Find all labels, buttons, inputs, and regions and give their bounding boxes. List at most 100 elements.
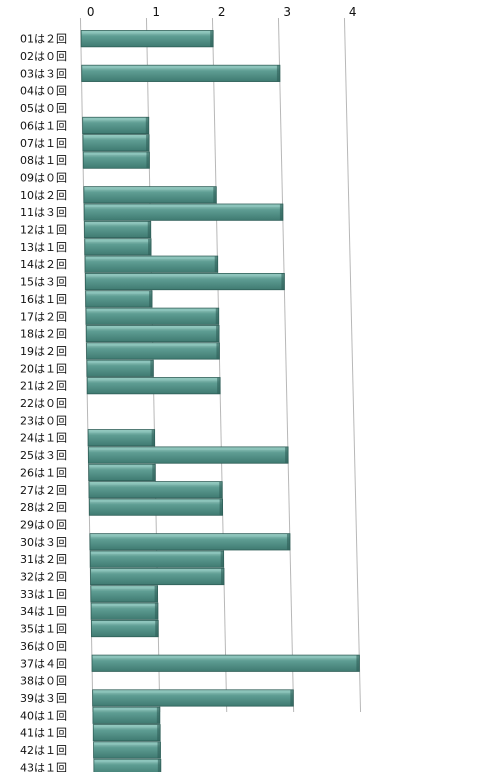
bar-highlight <box>94 760 160 763</box>
bar-highlight <box>85 239 151 242</box>
category-label: 06は１回 <box>20 119 67 132</box>
bar <box>86 342 220 360</box>
bar-end-cap <box>149 290 153 308</box>
category-label: 21は２回 <box>20 380 67 393</box>
bar-end-cap <box>220 551 224 568</box>
bar-end-cap <box>146 134 150 151</box>
category-label: 08は１回 <box>20 154 67 167</box>
bar <box>86 359 154 377</box>
bar-highlight <box>94 742 160 745</box>
bar-end-cap <box>276 65 280 82</box>
bar <box>89 550 225 568</box>
bar-highlight <box>82 31 213 34</box>
bar-highlight <box>87 343 219 346</box>
bar-end-cap <box>148 238 152 256</box>
bar-body <box>83 186 217 204</box>
bar-end-cap <box>219 481 223 498</box>
bar-highlight <box>86 309 218 312</box>
bar-highlight <box>90 482 222 485</box>
category-label: 01は２回 <box>20 33 67 46</box>
bar-end-cap <box>215 308 219 325</box>
bar-highlight <box>94 725 160 728</box>
bar <box>86 377 221 395</box>
bar <box>93 741 161 759</box>
bar-end-cap <box>220 568 224 585</box>
bar <box>85 290 153 308</box>
bar-highlight <box>83 135 149 138</box>
bar <box>93 758 162 772</box>
x-tick-label: 0 <box>87 5 95 19</box>
bar-highlight <box>85 205 282 207</box>
x-tick-label: 1 <box>152 5 160 19</box>
bar-end-cap <box>290 689 294 707</box>
bar-end-cap <box>151 429 155 446</box>
bar <box>83 203 284 221</box>
category-label: 22は０回 <box>20 397 67 410</box>
category-label: 29は０回 <box>20 518 67 531</box>
bar-highlight <box>89 447 288 450</box>
bar-end-cap <box>145 117 149 134</box>
bar <box>82 134 150 152</box>
category-label: 43は１回 <box>20 761 67 772</box>
bar <box>92 706 161 724</box>
category-label: 17は２回 <box>20 310 67 323</box>
bar-end-cap <box>155 620 159 637</box>
bar-end-cap <box>285 446 289 464</box>
bar-end-cap <box>157 724 161 741</box>
bar-end-cap <box>219 498 223 516</box>
bar-highlight <box>86 257 217 260</box>
category-label: 24は１回 <box>20 432 67 445</box>
bar <box>84 220 152 239</box>
category-label: 23は０回 <box>20 414 67 427</box>
bar <box>82 116 150 135</box>
bar <box>84 238 152 256</box>
gridline-2 <box>211 17 228 713</box>
bar-body <box>93 758 162 772</box>
bar-end-cap <box>152 464 156 481</box>
bar-end-cap <box>279 204 283 221</box>
bar-end-cap <box>157 741 161 759</box>
bars <box>80 30 360 772</box>
bar-end-cap <box>213 186 217 203</box>
bar-highlight <box>84 152 149 155</box>
gridline-4 <box>343 17 362 713</box>
bar <box>90 602 159 620</box>
bar-highlight <box>88 378 220 381</box>
bar <box>85 307 220 325</box>
bar-highlight <box>84 187 216 190</box>
category-label: 35は１回 <box>20 623 67 636</box>
category-label: 11は３回 <box>20 206 67 219</box>
bar-end-cap <box>156 707 160 724</box>
bar-highlight <box>92 604 157 607</box>
bar-highlight <box>91 586 157 589</box>
bar <box>88 446 289 464</box>
category-label: 37は４回 <box>20 657 67 670</box>
bar-body <box>92 706 161 724</box>
category-label: 20は１回 <box>20 362 67 375</box>
category-label: 10は２回 <box>20 189 67 202</box>
category-label: 39は３回 <box>20 692 67 705</box>
category-label: 05は０回 <box>20 102 67 115</box>
bar-highlight <box>91 552 223 554</box>
category-label: 32は２回 <box>20 571 67 584</box>
bar <box>83 186 217 204</box>
category-label: 41は１回 <box>20 727 67 740</box>
bar-end-cap <box>217 377 221 394</box>
category-label: 34は１回 <box>20 605 67 618</box>
bar <box>88 463 156 482</box>
x-axis-ticks: 0 1 2 3 4 <box>87 5 357 19</box>
bar <box>87 429 156 447</box>
bar-body <box>84 255 219 273</box>
bar-end-cap <box>150 360 154 377</box>
category-label: 38は０回 <box>20 675 67 688</box>
bar-highlight <box>89 430 154 433</box>
category-label: 09は０回 <box>20 171 67 184</box>
category-label: 02は０回 <box>20 50 67 63</box>
bar-body <box>86 359 154 377</box>
bar-end-cap <box>286 533 290 550</box>
bar-highlight <box>89 465 155 468</box>
x-tick-label: 4 <box>349 5 357 19</box>
bar-end-cap <box>216 342 220 360</box>
category-label: 33は１回 <box>20 588 67 601</box>
bar <box>91 620 159 638</box>
